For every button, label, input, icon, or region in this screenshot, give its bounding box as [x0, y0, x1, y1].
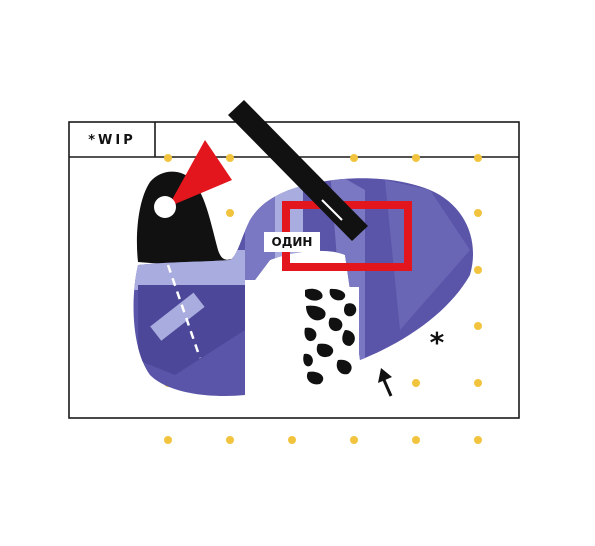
black-bar-shape	[228, 100, 368, 241]
window-tab-label: *WIP	[88, 132, 136, 148]
black-hump-shape	[136, 171, 245, 265]
arrow-up-icon	[378, 368, 393, 397]
dashed-line	[166, 264, 202, 359]
camo-pattern	[303, 287, 359, 387]
red-triangle-shape	[154, 140, 232, 218]
white-cutout	[245, 283, 303, 398]
asterisk-icon: *	[430, 326, 445, 359]
tag-label: ОДИН	[264, 232, 320, 252]
lavender-slab	[150, 292, 205, 341]
